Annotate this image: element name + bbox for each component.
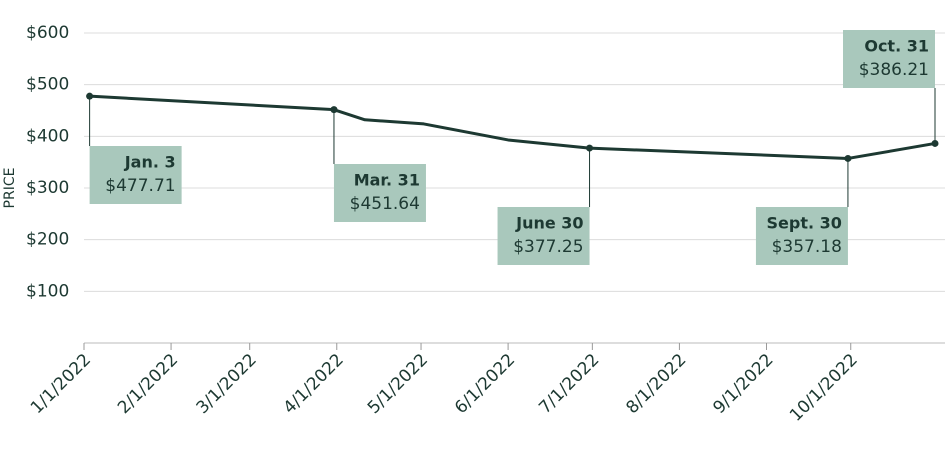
annotation-box (843, 30, 935, 88)
x-tick-label: 7/1/2022 (535, 350, 603, 418)
point (86, 92, 94, 100)
y-axis-label: PRICE (2, 168, 18, 209)
point (844, 154, 852, 162)
point (586, 144, 594, 152)
data-label: $377.25 (513, 237, 583, 257)
x-tick-label: 8/1/2022 (622, 350, 690, 418)
x-tick-label: 5/1/2022 (364, 350, 432, 418)
x-tick-label: 1/1/2022 (27, 350, 95, 418)
x-tick-label: 3/1/2022 (193, 350, 261, 418)
annotation-box (89, 146, 182, 204)
data-label: $451.64 (350, 194, 420, 214)
data-label: $386.21 (859, 60, 929, 80)
annotation-box (333, 164, 426, 222)
x-tick-label: 4/1/2022 (280, 350, 348, 418)
data-label: $357.18 (772, 237, 842, 257)
y-tick-label: $300 (26, 178, 69, 198)
y-tick-label: $600 (26, 23, 69, 43)
annotation-date: Oct. 31 (864, 37, 929, 56)
x-tick-label: 9/1/2022 (709, 350, 777, 418)
point (931, 139, 939, 147)
annotation-date: Jan. 3 (124, 153, 176, 172)
data-label: $477.71 (105, 176, 175, 196)
x-tick-label: 2/1/2022 (114, 350, 182, 418)
annotation-date: June 30 (515, 214, 583, 233)
annotation-date: Mar. 31 (354, 171, 420, 190)
x-tick-label: 10/1/2022 (786, 350, 862, 426)
y-tick-label: $200 (26, 230, 69, 250)
annotation-box (755, 207, 848, 265)
y-tick-label: $100 (26, 281, 69, 301)
y-tick-label: $500 (26, 75, 69, 95)
x-tick-label: 6/1/2022 (451, 350, 519, 418)
y-tick-label: $400 (26, 126, 69, 146)
annotation-box (497, 207, 590, 265)
annotation-date: Sept. 30 (767, 214, 842, 233)
line (89, 94, 936, 160)
point (330, 106, 338, 114)
